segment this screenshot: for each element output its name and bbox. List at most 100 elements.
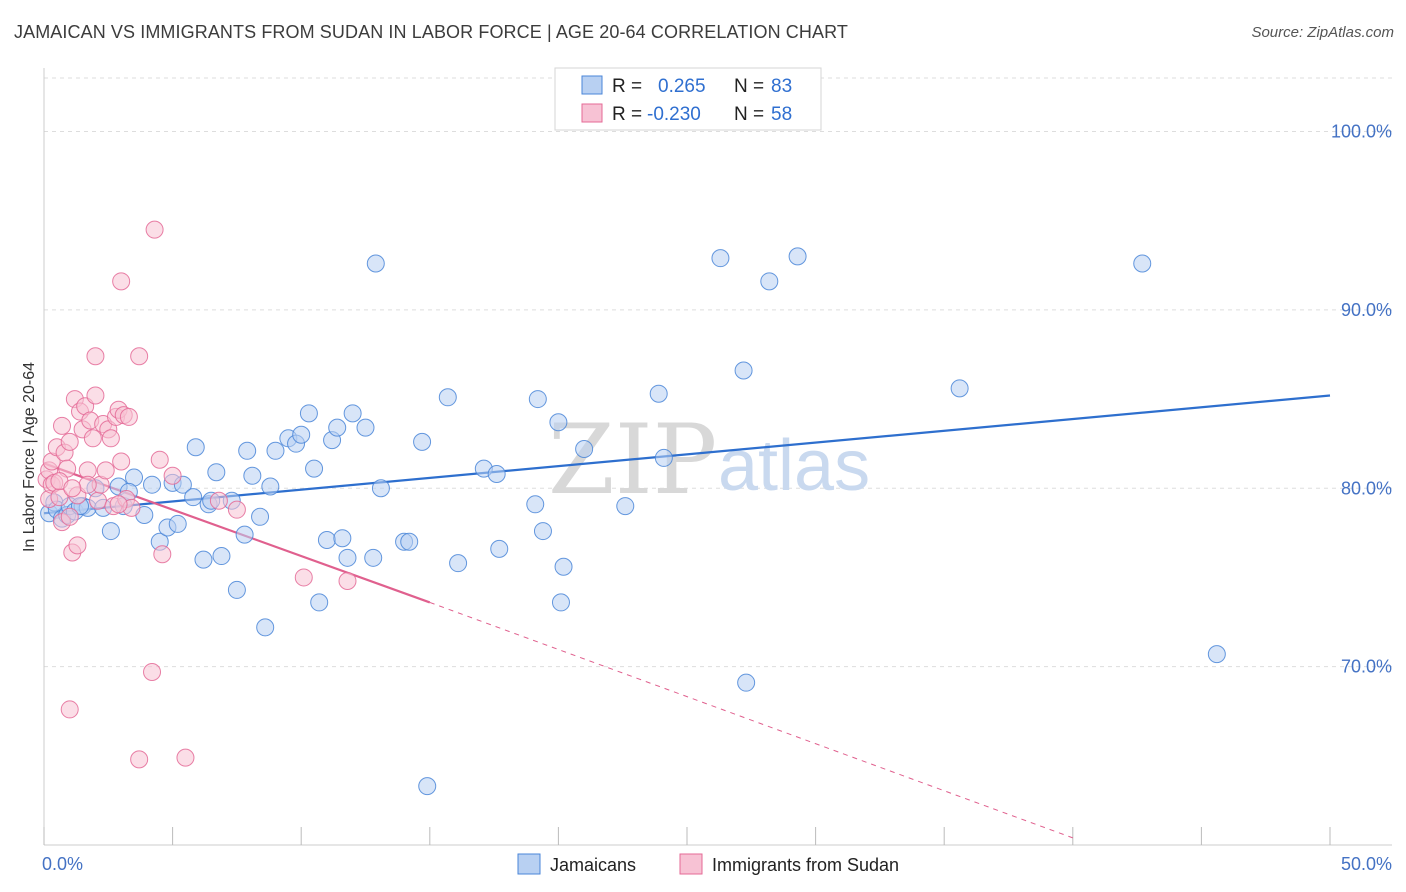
trendline-sudan-extension [429,601,1073,839]
sudan-point-42 [145,220,164,239]
jamaicans-point-23 [186,438,205,457]
sudan-point-30 [101,429,120,448]
jamaicans-point-30 [227,580,246,599]
jamaicans-point-11 [101,522,120,541]
sudan-point-47 [227,500,246,519]
sudan-point-52 [294,568,313,587]
sudan-point-17 [68,536,87,555]
points-layer [37,220,1226,796]
legend-r-value-1: 0.265 [658,76,706,97]
sudan-point-25 [89,491,108,510]
jamaicans-point-43 [310,593,329,612]
source-label: Source: ZipAtlas.com [1251,24,1394,41]
y-tick-label-2: 90.0% [1341,300,1392,320]
y-tick-label-1: 80.0% [1341,478,1392,498]
jamaicans-point-44 [317,530,336,549]
sudan-point-53 [338,572,357,591]
jamaicans-point-77 [950,379,969,398]
series-legend-swatch-sudan [679,853,703,875]
jamaicans-point-32 [238,441,257,460]
legend-n-value-1: 83 [771,76,792,97]
jamaicans-point-35 [256,618,275,637]
sudan-point-41 [112,272,131,291]
y-axis-label: In Labor Force | Age 20-64 [21,362,38,552]
jamaicans-point-40 [292,425,311,444]
sudan-point-48 [60,700,79,719]
jamaicans-point-61 [490,539,509,558]
jamaicans-point-24 [194,550,213,569]
jamaicans-point-78 [1133,254,1152,273]
y-tick-label-3: 100.0% [1331,122,1392,142]
jamaicans-point-79 [1207,645,1226,664]
sudan-point-44 [153,545,172,564]
legend-r-label-2: R = [612,104,642,125]
jamaicans-point-55 [400,532,419,551]
x-tick-label-0: 0.0% [42,854,83,874]
legend-r-label-1: R = [612,76,642,97]
sudan-point-12 [60,432,79,451]
y-tick-label-0: 70.0% [1341,657,1392,677]
sudan-point-8 [53,416,72,435]
sudan-point-46 [209,491,228,510]
jamaicans-point-68 [575,440,594,459]
sudan-point-43 [150,450,169,469]
jamaicans-point-51 [364,548,383,567]
jamaicans-point-28 [212,547,231,566]
sudan-point-57 [63,479,82,498]
x-tick-label-1: 50.0% [1341,854,1392,874]
sudan-point-50 [130,750,149,769]
jamaicans-point-31 [235,525,254,544]
jamaicans-point-50 [356,418,375,437]
jamaicans-point-22 [184,488,203,507]
tick-label-layer: 70.0% 80.0% 90.0% 100.0% 0.0% 50.0% [42,122,1392,874]
sudan-point-28 [96,461,115,480]
jamaicans-point-75 [760,272,779,291]
jamaicans-point-56 [413,432,432,451]
sudan-point-39 [86,347,105,366]
series-legend-swatch-jamaicans [517,853,541,875]
sudan-point-54 [78,475,97,494]
correlation-legend: R = 0.265 N = 83 R = -0.230 N = 58 [554,67,822,131]
jamaicans-point-52 [366,254,385,273]
jamaicans-point-33 [243,466,262,485]
series-legend: Jamaicans Immigrants from Sudan [517,853,899,875]
trendline-jamaicans [43,394,1331,515]
sudan-point-37 [119,407,138,426]
sudan-point-49 [143,662,162,681]
jamaicans-point-57 [438,388,457,407]
watermark: ZIP atlas [548,404,870,516]
jamaicans-point-67 [551,593,570,612]
jamaicans-point-46 [328,418,347,437]
jamaicans-point-53 [371,479,390,498]
jamaicans-point-48 [338,548,357,567]
legend-n-label-2: N = [734,104,764,125]
jamaicans-point-41 [299,404,318,423]
jamaicans-point-69 [616,497,635,516]
sudan-point-45 [163,466,182,485]
sudan-point-24 [86,386,105,405]
legend-n-value-2: 58 [771,104,792,125]
watermark-atlas: atlas [718,426,870,506]
jamaicans-point-60 [487,464,506,483]
jamaicans-point-73 [734,361,753,380]
jamaicans-point-63 [528,390,547,409]
jamaicans-point-80 [418,777,437,796]
jamaicans-point-62 [526,495,545,514]
jamaicans-point-42 [305,459,324,478]
sudan-point-56 [109,495,128,514]
jamaicans-point-49 [343,404,362,423]
jamaicans-point-20 [168,514,187,533]
jamaicans-point-65 [549,413,568,432]
sudan-point-51 [176,748,195,767]
sudan-point-23 [83,429,102,448]
jamaicans-point-70 [649,384,668,403]
jamaicans-point-71 [654,448,673,467]
sudan-point-13 [60,507,79,526]
legend-n-label-1: N = [734,76,764,97]
jamaicans-point-64 [533,522,552,541]
series-legend-label-sudan: Immigrants from Sudan [712,855,899,875]
sudan-point-40 [130,347,149,366]
sudan-point-34 [112,452,131,471]
jamaicans-point-27 [207,463,226,482]
